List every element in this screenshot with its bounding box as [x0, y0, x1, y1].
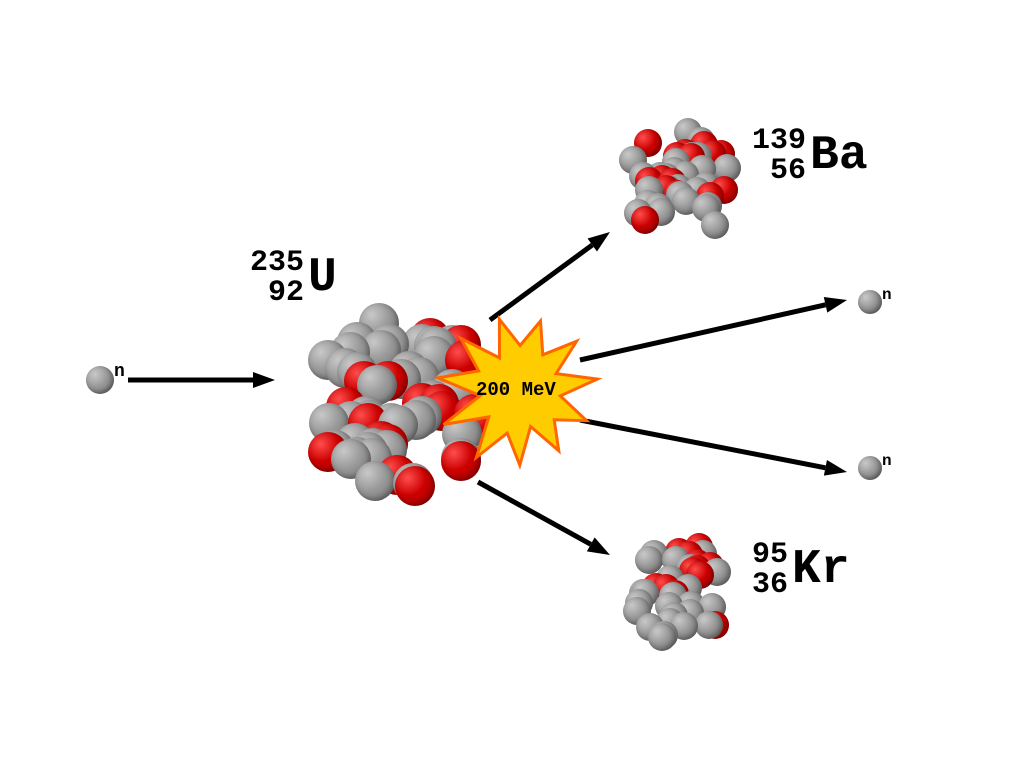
- arrow-head: [587, 537, 610, 555]
- out-neutron-0: [858, 290, 882, 314]
- barium-label: 13956Ba: [752, 126, 868, 186]
- out-neutron-1: [858, 456, 882, 480]
- arrow-line: [580, 420, 825, 468]
- barium-atomic-number: 56: [770, 156, 806, 186]
- krypton-nucleon: [648, 623, 676, 651]
- arrow-line: [580, 305, 826, 360]
- krypton-mass: 95: [752, 540, 788, 570]
- out-neutron-0-label: n: [882, 286, 892, 304]
- out-neutron-1-label: n: [882, 452, 892, 470]
- incoming-neutron-label: n: [114, 362, 125, 382]
- uranium-nucleon: [395, 466, 435, 506]
- barium-mass: 139: [752, 126, 806, 156]
- krypton-symbol: Kr: [792, 546, 850, 594]
- incoming-neutron: [86, 366, 114, 394]
- fission-diagram: 200 MeV n n n 23592U 13956Ba 9536Kr: [0, 0, 1024, 767]
- barium-nucleon: [631, 206, 659, 234]
- uranium-symbol: U: [308, 254, 337, 302]
- krypton-nucleon: [695, 611, 723, 639]
- barium-nucleon: [701, 211, 729, 239]
- krypton-atomic-number: 36: [752, 570, 788, 600]
- burst-label: 200 MeV: [476, 379, 556, 401]
- uranium-label: 23592U: [250, 248, 337, 308]
- arrow-head: [824, 460, 847, 476]
- krypton-label: 9536Kr: [752, 540, 850, 600]
- uranium-nucleon: [355, 461, 395, 501]
- arrow-head: [253, 372, 275, 388]
- arrow-head: [588, 232, 610, 251]
- arrow-head: [824, 297, 847, 313]
- uranium-atomic-number: 92: [268, 278, 304, 308]
- barium-symbol: Ba: [810, 132, 868, 180]
- uranium-mass: 235: [250, 248, 304, 278]
- arrow-line: [478, 482, 591, 544]
